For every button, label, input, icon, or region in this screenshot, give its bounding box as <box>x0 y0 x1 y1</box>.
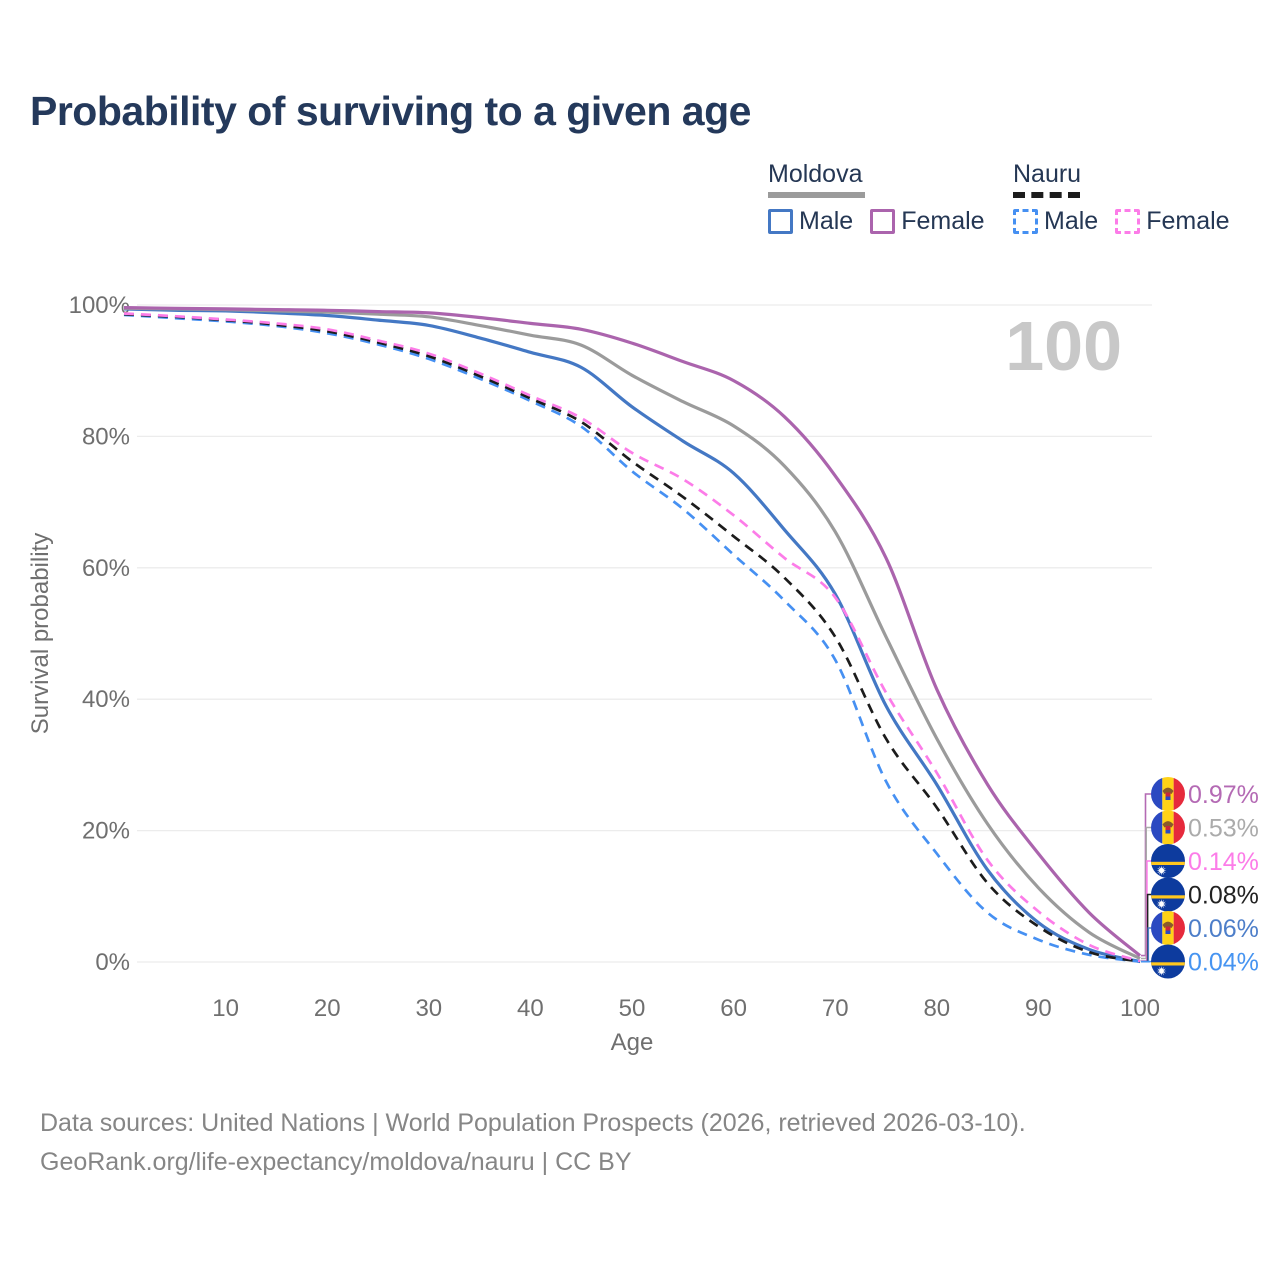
flag-nauru-icon <box>1151 877 1185 912</box>
flag-moldova-icon <box>1151 911 1185 945</box>
flag-moldova-icon <box>1151 777 1185 811</box>
y-tick-100: 100% <box>69 292 130 319</box>
legend-country-nauru: Nauru <box>1013 160 1082 188</box>
end-label-leader-moldova-all <box>1141 826 1151 960</box>
x-tick-10: 10 <box>212 995 239 1022</box>
nauru-female-swatch <box>1115 209 1141 234</box>
nauru-all-line-swatch <box>1013 192 1080 198</box>
flag-moldova-icon <box>1151 810 1185 845</box>
y-axis-title: Survival probability <box>27 533 54 734</box>
legend-country-moldova: Moldova <box>768 160 863 188</box>
legend-label-nauru-female: Female <box>1146 207 1230 235</box>
moldova-male-swatch <box>768 209 793 234</box>
y-tick-60: 60% <box>82 555 130 582</box>
legend-item-moldova-female[interactable]: Female <box>870 207 985 236</box>
footer-attribution: GeoRank.org/life-expectancy/moldova/naur… <box>40 1148 632 1176</box>
x-tick-70: 70 <box>822 995 849 1022</box>
flag-nauru-icon <box>1151 944 1185 979</box>
footer: Data sources: United Nations | World Pop… <box>40 1104 1026 1182</box>
legend-group-nauru: Nauru Male Female <box>1013 161 1230 236</box>
y-tick-80: 80% <box>82 423 130 450</box>
chart-legend: Moldova Male Female Nauru Male <box>0 161 1280 251</box>
y-tick-40: 40% <box>82 686 130 713</box>
series-line-moldova-all[interactable] <box>123 306 1141 960</box>
x-tick-40: 40 <box>517 995 544 1022</box>
moldova-all-line-swatch <box>768 192 865 198</box>
x-tick-30: 30 <box>415 995 442 1022</box>
x-tick-90: 90 <box>1025 995 1052 1022</box>
x-tick-50: 50 <box>619 995 646 1022</box>
legend-item-nauru-male[interactable]: Male <box>1013 207 1098 236</box>
nauru-male-swatch <box>1013 209 1038 234</box>
watermark-age-100: 100 <box>1005 307 1122 385</box>
series-line-moldova-male[interactable] <box>123 307 1141 964</box>
flag-nauru-icon <box>1151 844 1185 878</box>
end-label-value-moldova-male: 0.06% <box>1188 915 1259 943</box>
x-tick-80: 80 <box>923 995 950 1022</box>
x-tick-20: 20 <box>314 995 341 1022</box>
series-line-nauru-female[interactable] <box>123 312 1141 963</box>
end-label-value-nauru-female: 0.14% <box>1188 848 1259 876</box>
legend-item-nauru-female[interactable]: Female <box>1115 207 1230 236</box>
x-tick-100: 100 <box>1120 995 1160 1022</box>
end-label-value-nauru-all: 0.08% <box>1188 882 1259 910</box>
end-label-value-moldova-all: 0.53% <box>1188 815 1259 843</box>
legend-label-nauru-male: Male <box>1044 207 1099 235</box>
footer-data-sources: Data sources: United Nations | World Pop… <box>40 1109 1026 1137</box>
page-title: Probability of surviving to a given age <box>30 88 751 134</box>
legend-label-moldova-female: Female <box>901 207 985 235</box>
moldova-female-swatch <box>870 209 896 234</box>
legend-group-moldova: Moldova Male Female <box>768 161 985 236</box>
series-line-nauru-male[interactable] <box>123 313 1141 964</box>
x-axis-title: Age <box>611 1029 654 1056</box>
x-tick-60: 60 <box>720 995 747 1022</box>
series-line-moldova-female[interactable] <box>123 306 1142 957</box>
end-label-value-moldova-female: 0.97% <box>1188 781 1259 809</box>
legend-label-moldova-male: Male <box>799 207 854 235</box>
end-label-value-nauru-male: 0.04% <box>1188 949 1259 977</box>
series-line-nauru-all[interactable] <box>123 312 1141 963</box>
y-tick-20: 20% <box>82 818 130 845</box>
y-tick-0: 0% <box>95 949 130 976</box>
legend-item-moldova-male[interactable]: Male <box>768 207 853 236</box>
